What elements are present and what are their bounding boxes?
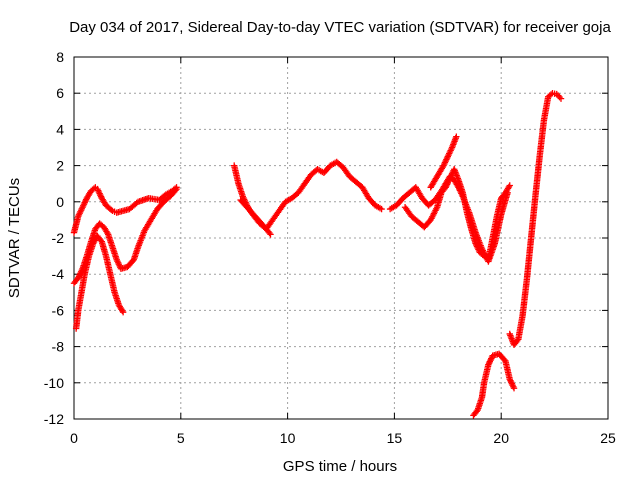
data-point — [266, 229, 273, 237]
y-tick-label: 8 — [56, 49, 64, 65]
data-point — [107, 206, 115, 213]
y-tick-label: -2 — [52, 230, 65, 246]
y-axis-label: SDTVAR / TECUs — [6, 178, 23, 298]
data-point — [173, 185, 180, 193]
data-point — [557, 95, 565, 102]
data-point — [378, 205, 385, 213]
data-point — [119, 309, 127, 316]
axis-ticks: 0 5 10 15 20 25 -12 -10 -8 -6 -4 -2 0 2 4 6 8 — [44, 49, 616, 446]
data-point — [547, 91, 555, 98]
y-tick-label: -8 — [52, 339, 65, 355]
x-tick-label: 10 — [280, 430, 296, 446]
data-point — [453, 133, 460, 140]
series-4 — [231, 158, 385, 233]
data-point — [501, 356, 508, 364]
y-tick-label: -4 — [52, 266, 65, 282]
y-tick-label: -12 — [44, 411, 64, 427]
data-series — [70, 90, 565, 419]
data-point — [506, 182, 513, 189]
data-point — [514, 337, 521, 344]
series-10 — [506, 90, 565, 348]
data-point — [510, 385, 518, 392]
series-7 — [401, 166, 513, 263]
data-point — [119, 307, 126, 314]
y-tick-label: -10 — [44, 375, 64, 391]
series-3 — [72, 232, 127, 332]
series-9 — [470, 350, 518, 419]
data-point — [505, 183, 513, 191]
data-point — [267, 231, 274, 238]
x-tick-label: 25 — [600, 430, 616, 446]
series-5 — [237, 196, 274, 238]
series-8 — [427, 133, 460, 191]
y-tick-label: 6 — [56, 85, 64, 101]
x-tick-label: 15 — [387, 430, 403, 446]
x-axis-label: GPS time / hours — [283, 458, 397, 475]
x-tick-label: 20 — [493, 430, 509, 446]
chart-title: Day 034 of 2017, Sidereal Day-to-day VTE… — [69, 19, 611, 36]
grid — [74, 57, 608, 419]
y-tick-label: 4 — [56, 121, 64, 137]
y-tick-label: 2 — [56, 158, 64, 174]
y-tick-label: 0 — [56, 194, 64, 210]
series-1 — [70, 184, 180, 236]
data-point — [104, 229, 111, 237]
data-point — [172, 187, 179, 194]
x-tick-label: 0 — [70, 430, 78, 446]
x-tick-label: 5 — [177, 430, 185, 446]
y-tick-label: -6 — [52, 302, 65, 318]
